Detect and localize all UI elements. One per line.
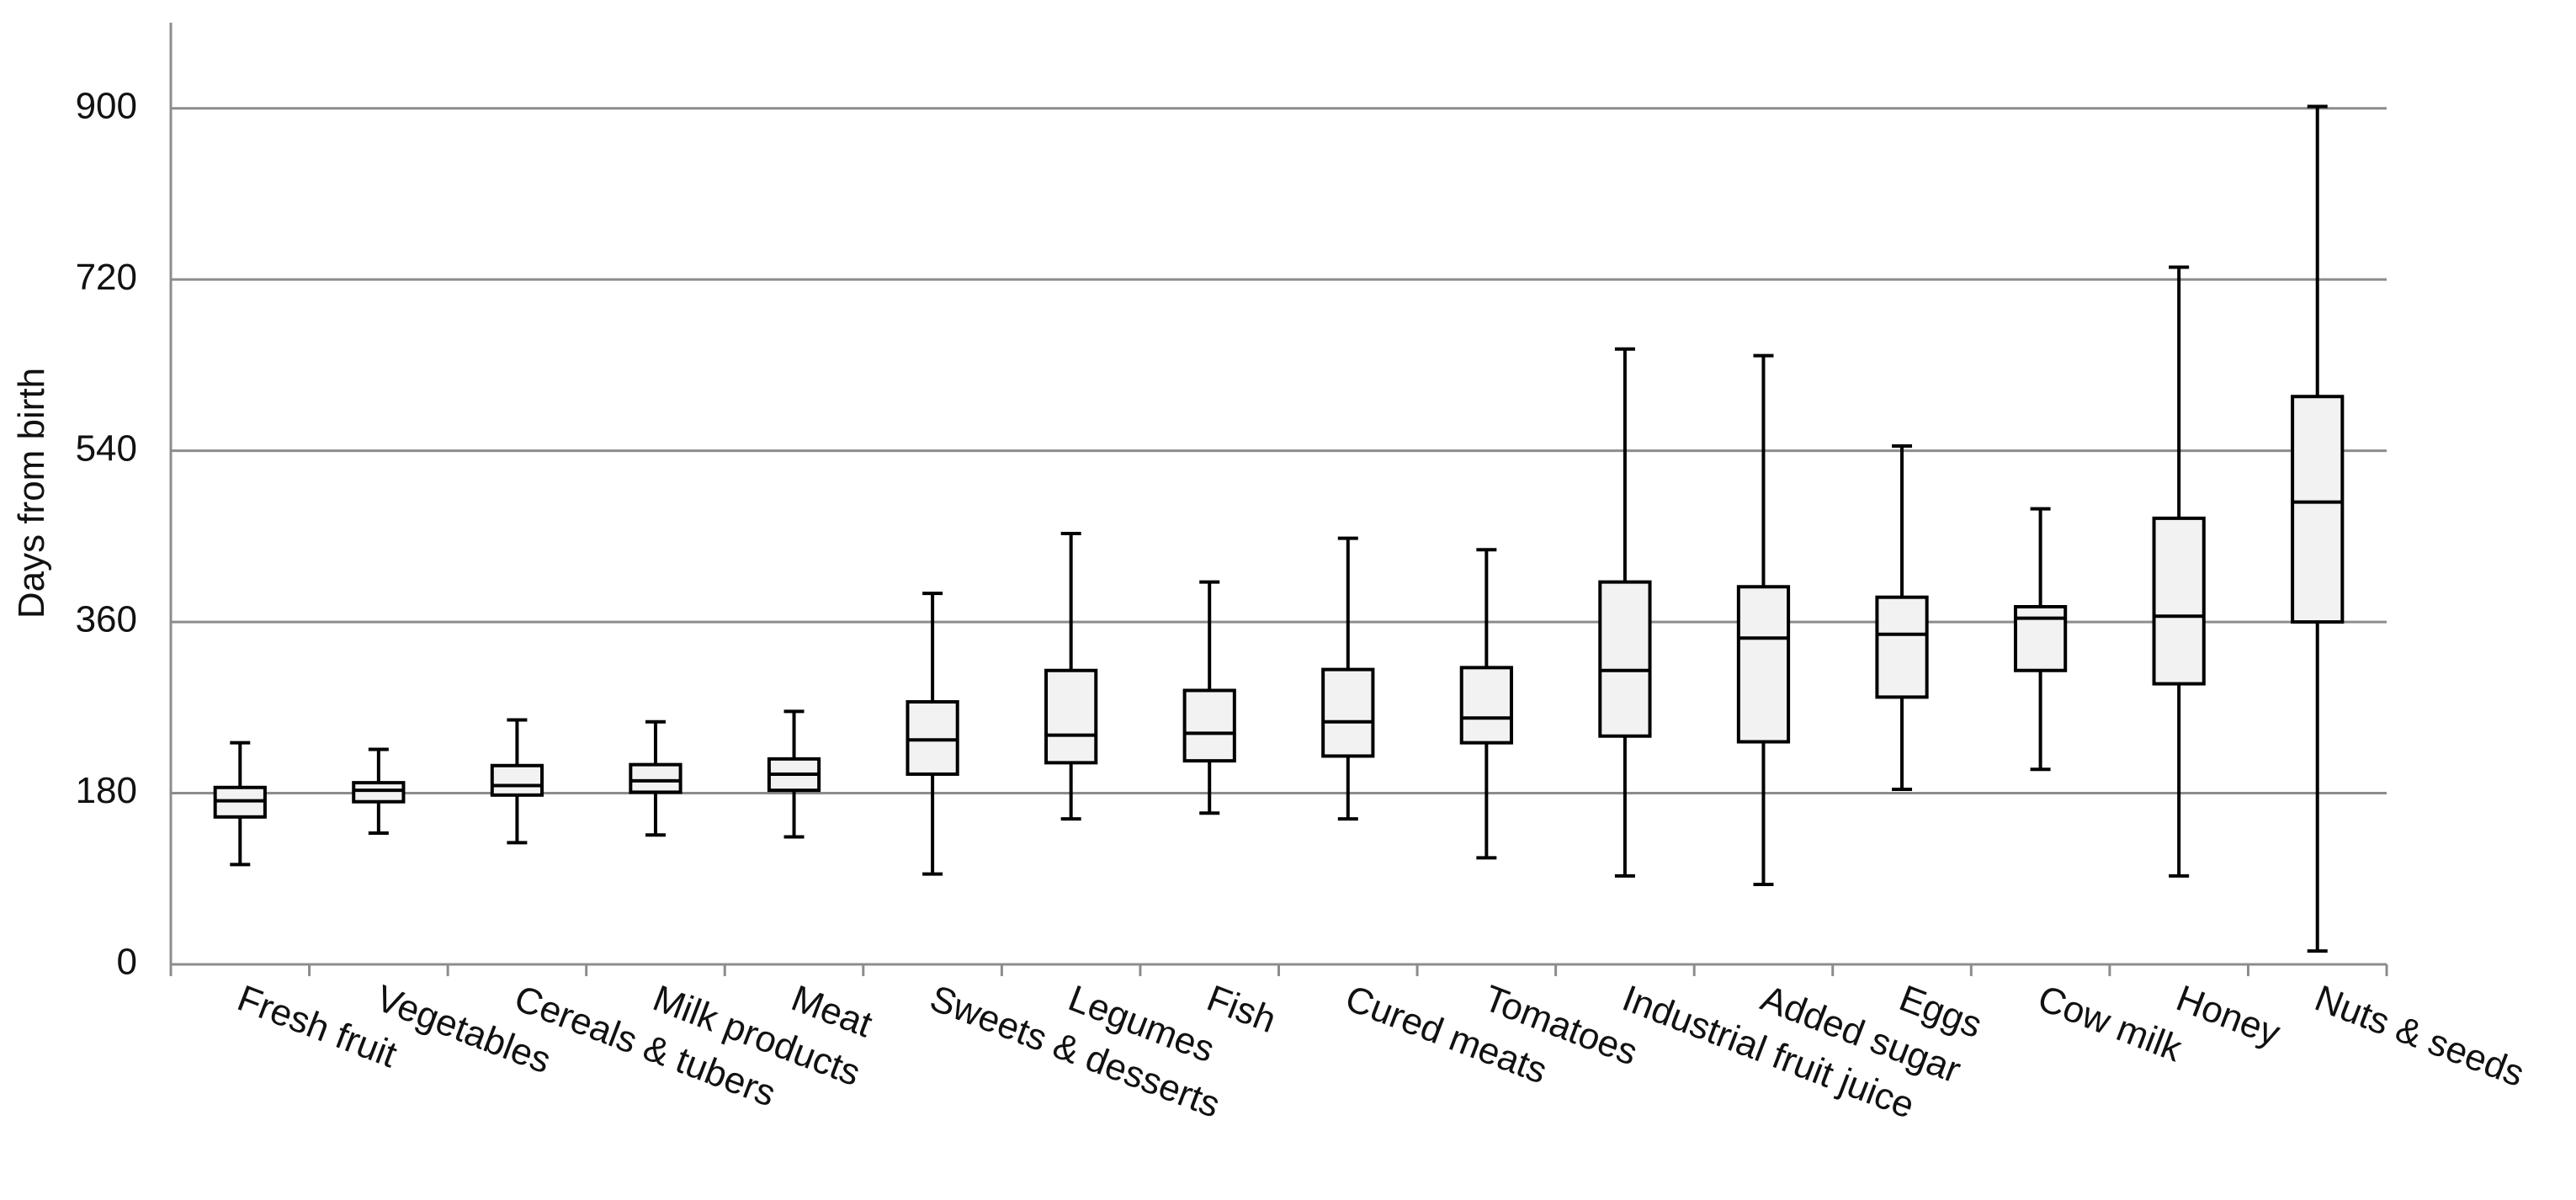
y-tick-label: 360 <box>76 599 137 640</box>
box <box>490 763 544 797</box>
box <box>2291 395 2345 624</box>
box <box>1459 666 1513 745</box>
y-tick-label: 720 <box>76 257 137 298</box>
box <box>1875 595 1929 699</box>
box <box>1182 688 1236 763</box>
box <box>1736 585 1791 744</box>
box <box>1321 667 1375 758</box>
x-tick-label: Nuts & seeds <box>2309 978 2530 1096</box>
box <box>629 762 683 794</box>
box <box>906 700 959 776</box>
y-tick-label: 180 <box>76 770 137 811</box>
box <box>352 781 406 804</box>
box <box>2013 605 2068 672</box>
box <box>1044 668 1098 765</box>
box <box>2152 516 2206 686</box>
x-tick-label: Fresh fruit <box>232 978 402 1076</box>
y-tick-label: 900 <box>76 85 137 126</box>
y-tick-label: 540 <box>76 427 137 469</box>
y-tick-label: 0 <box>117 942 137 983</box>
box <box>1598 580 1652 738</box>
x-tick-label: Cow milk <box>2032 978 2188 1070</box>
x-tick-label: Honey <box>2171 978 2286 1054</box>
y-axis-label: Days from birth <box>11 368 52 619</box>
